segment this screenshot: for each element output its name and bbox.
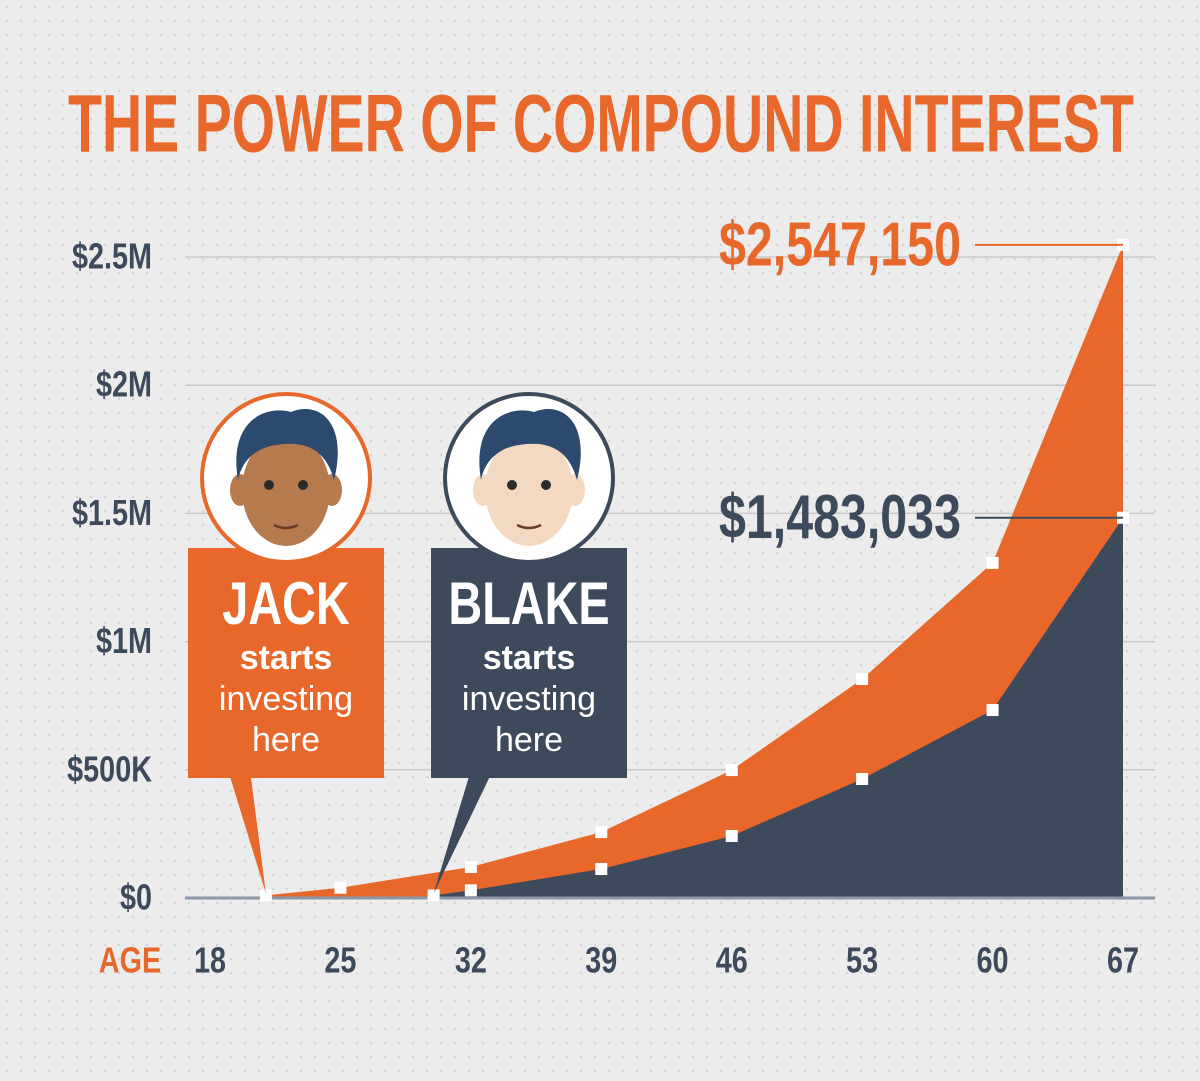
avatar-ear: [230, 474, 250, 506]
x-tick-label: 32: [455, 939, 487, 980]
value-label: $2,547,150: [719, 210, 961, 279]
callout-pointer: [433, 770, 493, 894]
callout-text: here: [495, 721, 563, 759]
callout-text: starts: [240, 639, 333, 677]
point-marker: [725, 764, 738, 777]
y-tick-label: $2.5M: [72, 235, 152, 276]
point-marker: [595, 826, 608, 839]
x-tick-label: 67: [1107, 939, 1139, 980]
x-axis-label: AGE: [99, 939, 161, 980]
callout-text: investing: [462, 680, 596, 718]
point-marker: [725, 829, 738, 842]
y-tick-label: $500K: [67, 748, 152, 789]
x-tick-label: 53: [846, 939, 878, 980]
callout-name: BLAKE: [448, 570, 609, 637]
x-tick-label: 46: [716, 939, 748, 980]
avatar-eye: [298, 480, 308, 490]
callout-name: JACK: [222, 570, 350, 637]
area: [433, 517, 1124, 898]
avatar-eye: [541, 480, 551, 490]
avatar-face: [242, 434, 330, 546]
avatar-face: [485, 434, 573, 546]
avatar-ear: [565, 474, 585, 506]
x-tick-label: 25: [324, 939, 356, 980]
y-tick-label: $1M: [96, 620, 152, 661]
callout-text: investing: [219, 680, 353, 718]
point-marker: [259, 889, 272, 902]
avatar-ear: [322, 474, 342, 506]
avatar-hair: [236, 409, 338, 480]
y-tick-label: $0: [120, 876, 152, 917]
value-label: $1,483,033: [719, 482, 961, 551]
point-marker: [986, 704, 999, 717]
y-tick-label: $2M: [96, 364, 152, 405]
point-marker: [856, 773, 869, 786]
callouts: JACKstartsinvestinghereBLAKEstartsinvest…: [188, 392, 627, 894]
avatar-mouth: [273, 523, 299, 530]
chart-title: THE POWER OF COMPOUND INTEREST: [68, 79, 1134, 170]
callout-text: here: [252, 721, 320, 759]
avatar-eye: [507, 480, 517, 490]
avatar-eye: [264, 480, 274, 490]
point-marker: [595, 863, 608, 876]
y-tick-label: $1.5M: [72, 492, 152, 533]
avatar-hair: [479, 409, 581, 480]
point-marker: [464, 884, 477, 897]
x-tick-label: 60: [977, 939, 1009, 980]
callout-pointer: [228, 770, 266, 894]
point-marker: [464, 860, 477, 873]
labels: $0 $500K $1M $1.5M $2M $2.5M 18 25 32 39 46 53 60 67 A…: [67, 210, 1139, 981]
areas: [185, 238, 1155, 902]
x-tick-label: 39: [585, 939, 617, 980]
point-marker: [334, 881, 347, 894]
point-marker: [427, 889, 440, 902]
point-marker: [856, 673, 869, 686]
avatar-ear: [473, 474, 493, 506]
callout-box: [188, 548, 384, 778]
area: [265, 244, 1123, 898]
avatar-mouth: [516, 523, 542, 530]
point-marker: [986, 556, 999, 569]
callout-text: starts: [483, 639, 576, 677]
callout-box: [431, 548, 627, 778]
x-tick-label: 18: [194, 939, 226, 980]
